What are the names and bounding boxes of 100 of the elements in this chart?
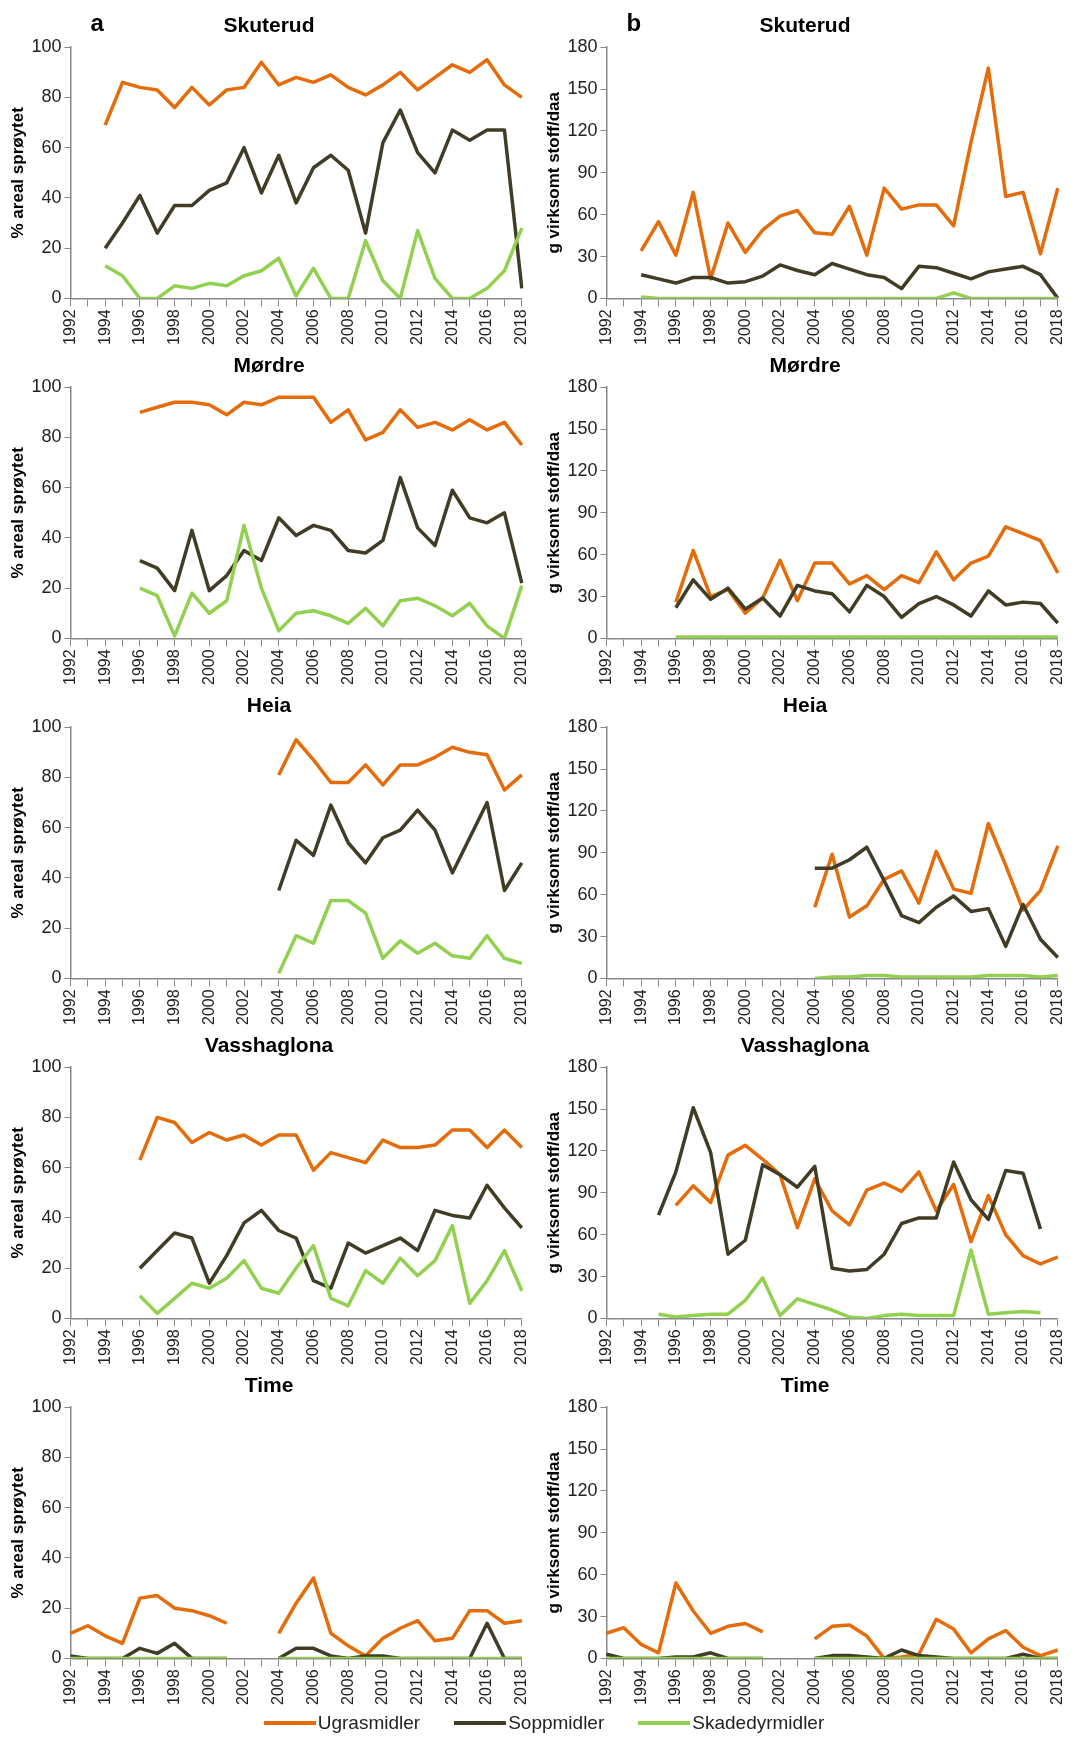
y-tick-label: 60 (577, 543, 598, 564)
x-tick-label: 2012 (944, 1669, 962, 1705)
y-axis-title: g virksomt stoff/daa (543, 431, 563, 594)
y-tick-label: 60 (41, 1156, 62, 1177)
x-tick-label: 2014 (978, 989, 996, 1025)
y-axis-title: % areal sprøytet (7, 446, 27, 579)
x-tick-label: 2018 (512, 309, 530, 345)
x-tick-label: 1992 (60, 309, 78, 345)
x-tick-label: 1992 (596, 989, 614, 1025)
legend-label: Skadedyrmidler (692, 1712, 825, 1734)
y-axis-title: % areal sprøytet (7, 786, 27, 919)
x-tick-label: 1994 (95, 1329, 113, 1365)
y-tick-label: 60 (41, 476, 62, 497)
x-tick-label: 2000 (735, 1329, 753, 1365)
y-axis-title: % areal sprøytet (7, 1466, 27, 1599)
x-tick-label: 2008 (338, 649, 356, 685)
x-tick-label: 2016 (477, 1669, 495, 1705)
y-tick-label: 30 (577, 1265, 598, 1286)
x-tick-label: 2006 (303, 649, 321, 685)
x-tick-label: 2010 (373, 649, 391, 685)
chart-title: Mørdre (769, 353, 841, 377)
x-tick-label: 1994 (631, 649, 649, 685)
y-tick-label: 180 (567, 1396, 598, 1417)
x-tick-label: 2010 (909, 1329, 927, 1365)
x-tick-label: 1992 (596, 649, 614, 685)
y-tick-label: 90 (577, 1521, 598, 1542)
y-tick-label: 20 (41, 1257, 62, 1278)
y-tick-label: 60 (577, 203, 598, 224)
x-tick-label: 1994 (631, 1669, 649, 1705)
y-tick-label: 20 (41, 917, 62, 938)
x-tick-label: 1992 (60, 1669, 78, 1705)
chart-title: Vasshaglona (740, 1033, 870, 1057)
x-tick-label: 2006 (303, 1329, 321, 1365)
legend-label: Ugrasmidler (317, 1712, 421, 1734)
x-tick-label: 2006 (839, 309, 857, 345)
x-tick-label: 2018 (1048, 989, 1066, 1025)
x-tick-label: 2014 (442, 649, 460, 685)
y-tick-label: 150 (567, 78, 598, 99)
x-tick-label: 2002 (770, 1669, 788, 1705)
x-tick-label: 2002 (234, 1669, 252, 1705)
y-tick-label: 20 (41, 577, 62, 598)
y-tick-label: 0 (51, 1307, 62, 1328)
y-tick-label: 180 (567, 716, 598, 737)
x-tick-label: 2006 (839, 649, 857, 685)
x-tick-label: 2002 (234, 309, 252, 345)
y-tick-label: 90 (577, 841, 598, 862)
x-tick-label: 1992 (60, 989, 78, 1025)
legend-label: Soppmidler (508, 1712, 605, 1734)
y-tick-label: 180 (567, 376, 598, 397)
x-tick-label: 2018 (1048, 649, 1066, 685)
x-tick-label: 2000 (735, 989, 753, 1025)
x-tick-label: 1998 (701, 1669, 718, 1705)
x-tick-label: 2008 (338, 309, 356, 345)
y-tick-label: 30 (577, 245, 598, 266)
x-tick-label: 2004 (805, 989, 823, 1025)
chart-title: Heia (246, 693, 292, 717)
x-tick-label: 1996 (130, 1669, 148, 1705)
x-tick-label: 2002 (234, 989, 252, 1025)
y-tick-label: 150 (567, 418, 598, 439)
y-tick-label: 100 (31, 376, 62, 397)
x-tick-label: 1994 (95, 649, 113, 685)
x-tick-label: 2014 (442, 989, 460, 1025)
y-tick-label: 60 (41, 136, 62, 157)
x-tick-label: 2002 (234, 649, 252, 685)
x-tick-label: 2012 (944, 649, 962, 685)
y-tick-label: 40 (41, 186, 62, 207)
x-tick-label: 1998 (165, 1669, 182, 1705)
x-tick-label: 2012 (944, 1329, 962, 1365)
x-tick-label: 2002 (770, 649, 788, 685)
y-tick-label: 120 (567, 1139, 598, 1160)
chart-title: Vasshaglona (204, 1033, 334, 1057)
x-tick-label: 2018 (1048, 309, 1066, 345)
x-tick-label: 2016 (1013, 309, 1031, 345)
y-tick-label: 90 (577, 501, 598, 522)
x-tick-label: 2002 (234, 1329, 252, 1365)
y-tick-label: 180 (567, 36, 598, 57)
y-tick-label: 0 (587, 967, 598, 988)
x-tick-label: 2010 (373, 309, 391, 345)
y-tick-label: 80 (41, 426, 62, 447)
y-tick-label: 30 (577, 1605, 598, 1626)
x-tick-label: 2010 (909, 649, 927, 685)
x-tick-label: 1996 (666, 309, 684, 345)
y-axis-title: % areal sprøytet (7, 1126, 27, 1259)
x-tick-label: 2004 (269, 1669, 287, 1705)
x-tick-label: 2016 (1013, 649, 1031, 685)
x-tick-label: 2016 (477, 989, 495, 1025)
x-tick-label: 1994 (631, 1329, 649, 1365)
y-tick-label: 120 (567, 799, 598, 820)
x-tick-label: 2008 (874, 309, 892, 345)
x-tick-label: 2014 (442, 1329, 460, 1365)
x-tick-label: 2014 (978, 1329, 996, 1365)
x-tick-label: 1996 (130, 309, 148, 345)
x-tick-label: 2018 (512, 1329, 530, 1365)
x-tick-label: 1998 (701, 989, 718, 1025)
x-tick-label: 2004 (269, 1329, 287, 1365)
y-tick-label: 120 (567, 119, 598, 140)
x-tick-label: 2002 (770, 309, 788, 345)
x-tick-label: 2008 (874, 989, 892, 1025)
x-tick-label: 2018 (1048, 1669, 1066, 1705)
x-tick-label: 1998 (165, 309, 182, 345)
